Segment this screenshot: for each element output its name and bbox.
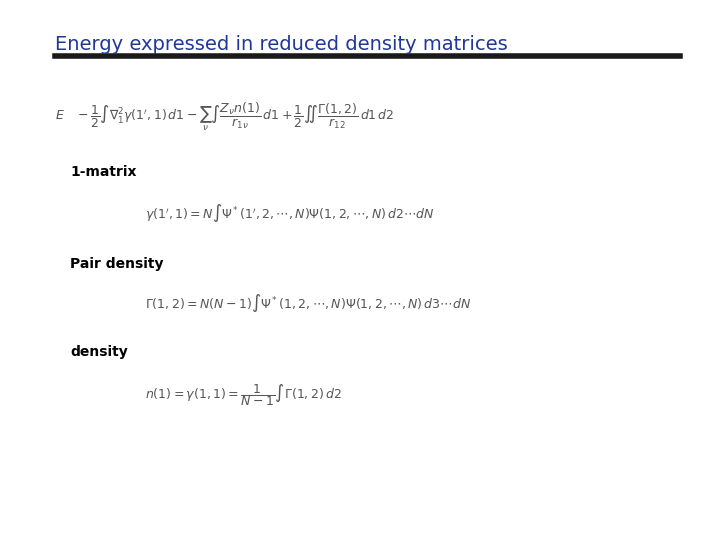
Text: $\Gamma(1,2) = N(N-1)\int \Psi^*(1,2,\cdots,N)\Psi(1,2,\cdots,N)\,d3\cdots dN$: $\Gamma(1,2) = N(N-1)\int \Psi^*(1,2,\cd…	[145, 292, 471, 314]
Text: $E \quad -\dfrac{1}{2}\int \nabla_1^2 \gamma(1^{\prime},1)\,d1 - \sum_{\nu}\int : $E \quad -\dfrac{1}{2}\int \nabla_1^2 \g…	[55, 100, 395, 133]
Text: Energy expressed in reduced density matrices: Energy expressed in reduced density matr…	[55, 35, 508, 54]
Text: $n(1) = \gamma(1,1) = \dfrac{1}{N-1}\int \Gamma(1,2)\,d2$: $n(1) = \gamma(1,1) = \dfrac{1}{N-1}\int…	[145, 382, 342, 408]
Text: 1-matrix: 1-matrix	[70, 165, 137, 179]
Text: $\gamma(1^{\prime},1) = N \int \Psi^*(1^{\prime},2,\cdots,N)\Psi(1,2,\cdots,N)\,: $\gamma(1^{\prime},1) = N \int \Psi^*(1^…	[145, 202, 435, 224]
Text: Pair density: Pair density	[70, 257, 163, 271]
Text: density: density	[70, 345, 127, 359]
